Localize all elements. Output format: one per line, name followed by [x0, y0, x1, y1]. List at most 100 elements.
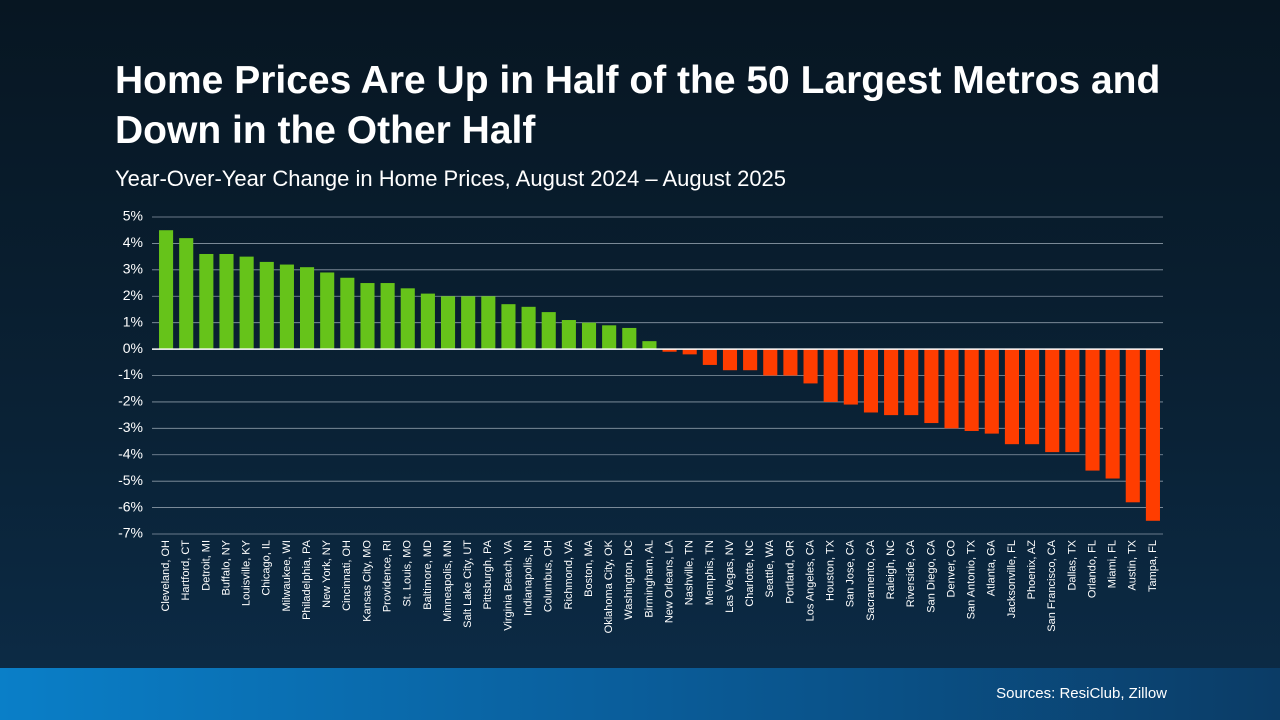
x-tick-label: Richmond, VA — [563, 539, 575, 609]
bar — [682, 349, 697, 355]
y-tick-label: -1% — [118, 366, 143, 382]
bar — [501, 304, 516, 350]
x-tick-label: Chicago, IL — [261, 540, 273, 596]
bar — [279, 264, 294, 350]
x-tick-label: Jacksonville, FL — [1006, 540, 1018, 618]
bar — [1045, 349, 1060, 453]
bar — [340, 277, 355, 350]
bar — [924, 349, 939, 424]
y-tick-label: 4% — [123, 234, 143, 250]
bar — [239, 256, 254, 350]
y-tick-label: 1% — [123, 313, 143, 329]
x-tick-label: New York, NY — [321, 539, 333, 608]
x-tick-label: Nashville, TN — [684, 540, 696, 605]
y-tick-label: -3% — [118, 419, 143, 435]
source: Sources: ResiClub, Zillow — [996, 685, 1167, 702]
x-tick-label: Kansas City, MO — [361, 540, 373, 622]
x-tick-label: Virginia Beach, VA — [502, 539, 514, 630]
x-tick-label: Indianapolis, IN — [522, 540, 534, 616]
x-tick-label: Columbus, OH — [543, 540, 555, 612]
bar — [461, 296, 476, 350]
x-tick-label: Riverside, CA — [905, 539, 917, 607]
bar — [219, 253, 234, 350]
bar — [642, 341, 657, 350]
bar — [320, 272, 335, 350]
x-tick-label: San Antonio, TX — [966, 539, 978, 619]
y-tick-label: -2% — [118, 393, 143, 409]
x-tick-label: Providence, RI — [382, 540, 394, 612]
bar — [602, 325, 617, 350]
x-tick-label: Oklahoma City, OK — [603, 539, 615, 633]
x-tick-label: San Jose, CA — [845, 539, 857, 607]
x-tick-label: Cincinnati, OH — [341, 540, 353, 611]
bar — [964, 349, 979, 431]
bar — [944, 349, 959, 429]
bar — [581, 322, 597, 350]
bar — [662, 349, 677, 352]
x-tick-label: Charlotte, NC — [744, 540, 756, 607]
bar — [803, 349, 818, 384]
x-tick-label: Houston, TX — [825, 539, 837, 601]
bar — [159, 230, 174, 350]
x-tick-label: Dallas, TX — [1066, 539, 1078, 590]
x-tick-label: Minneapolis, MN — [442, 540, 454, 622]
bar — [521, 306, 536, 350]
x-tick-label: Atlanta, GA — [986, 539, 998, 596]
x-tick-label: Los Angeles, CA — [804, 539, 816, 621]
bar — [420, 293, 435, 350]
x-tick-label: St. Louis, MO — [402, 540, 414, 607]
bar — [1145, 349, 1160, 521]
x-tick-label: Buffalo, NY — [220, 539, 232, 595]
x-tick-label: Tampa, FL — [1147, 540, 1159, 592]
x-tick-label: Raleigh, NC — [885, 540, 897, 599]
x-tick-label: Baltimore, MD — [422, 540, 434, 610]
x-tick-label: New Orleans, LA — [663, 539, 675, 623]
y-tick-label: -4% — [118, 445, 143, 461]
bar — [199, 253, 214, 350]
bar — [1025, 349, 1040, 445]
bar — [843, 349, 858, 405]
y-tick-label: -5% — [118, 472, 143, 488]
bar — [259, 261, 274, 350]
x-tick-label: Phoenix, AZ — [1026, 540, 1038, 600]
y-tick-label: 5% — [123, 208, 143, 224]
chart-subtitle: Year-Over-Year Change in Home Prices, Au… — [115, 166, 787, 191]
chart-title: Home Prices Are Up in Half of the 50 Lar… — [115, 59, 1161, 152]
bar — [904, 349, 919, 416]
bar — [440, 296, 456, 350]
x-tick-label: Hartford, CT — [180, 540, 192, 601]
x-tick-label: Denver, CO — [945, 540, 957, 598]
x-tick-label: Sacramento, CA — [865, 539, 877, 620]
bar — [481, 296, 496, 350]
x-tick-label: Milwaukee, WI — [281, 540, 293, 612]
chart: 5% 4% 3% 2% 1% 0% -1% -2% -3% -4% -5% -6% -7% Clevela… — [118, 208, 1163, 633]
x-tick-label: Cleveland, OH — [160, 540, 172, 612]
bar — [763, 349, 778, 376]
bar — [622, 327, 637, 350]
x-tick-label: Orlando, FL — [1086, 540, 1098, 598]
bar — [722, 349, 738, 371]
bar — [300, 267, 315, 350]
x-tick-label: Washington, DC — [623, 540, 635, 620]
x-tick-label: Austin, TX — [1127, 539, 1139, 590]
bar — [984, 349, 999, 434]
x-tick-label: Portland, OR — [784, 540, 796, 604]
x-tick-label: San Francisco, CA — [1046, 539, 1058, 631]
x-tick-label: Salt Lake City, UT — [462, 540, 474, 628]
bar — [179, 238, 194, 350]
x-tick-label: Philadelphia, PA — [301, 539, 313, 620]
x-tick-label: Pittsburgh, PA — [482, 539, 494, 609]
bar — [561, 320, 576, 350]
y-tick-label: 3% — [123, 261, 143, 277]
y-tick-label: -6% — [118, 498, 143, 514]
bar — [1085, 349, 1100, 471]
x-tick-label: Seattle, WA — [764, 539, 776, 597]
bar — [823, 349, 838, 402]
x-tick-label: Birmingham, AL — [643, 540, 655, 618]
x-tick-label: San Diego, CA — [925, 539, 937, 612]
bar — [380, 283, 395, 350]
bar — [360, 283, 375, 350]
y-tick-label: 0% — [123, 340, 143, 356]
bar — [1125, 349, 1140, 503]
